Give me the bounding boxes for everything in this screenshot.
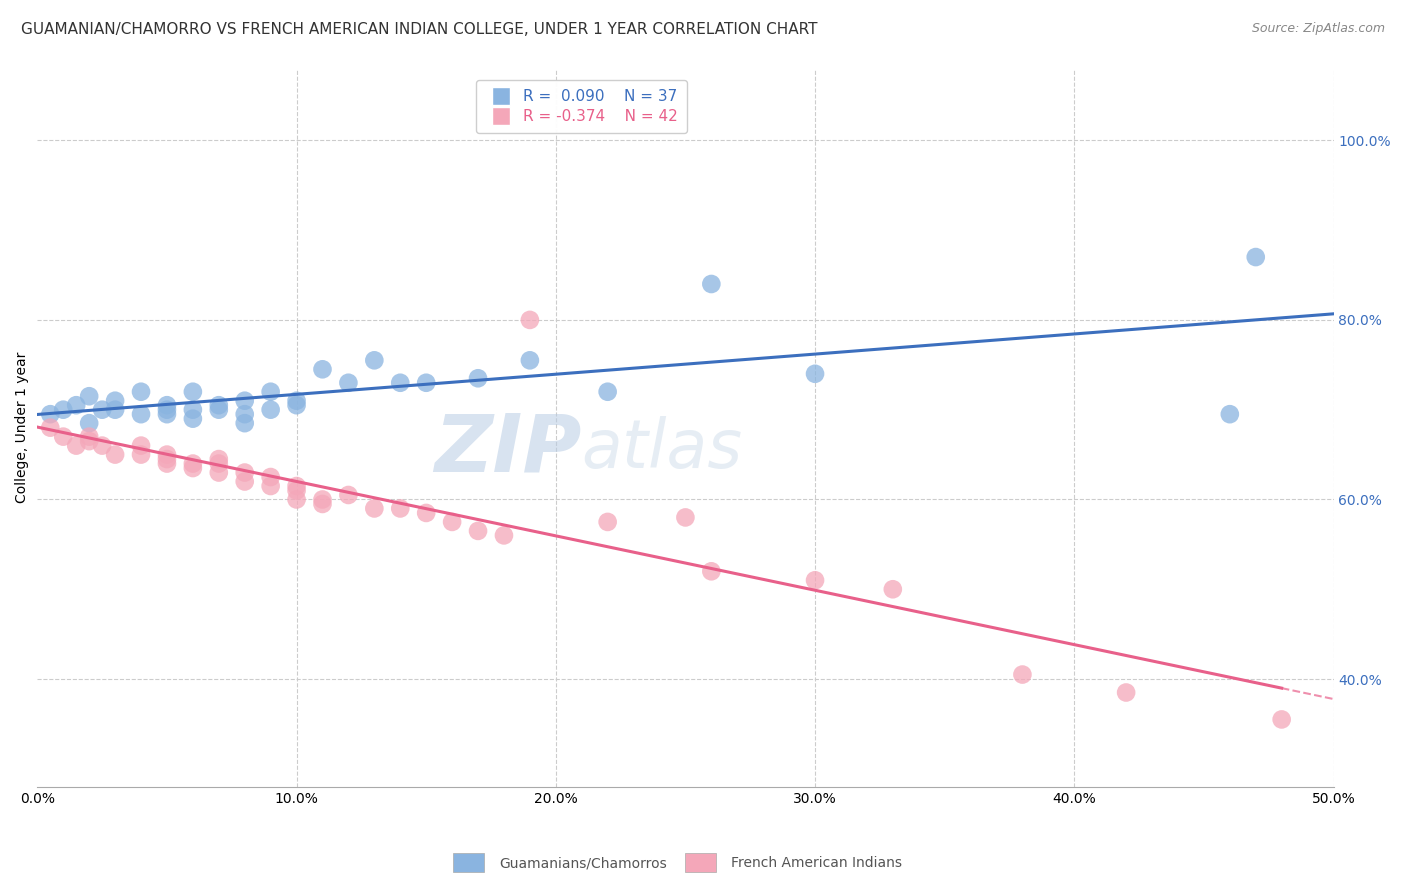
Point [596, 384, 619, 399]
Point [156, 407, 179, 421]
Point [673, 510, 696, 524]
Point [311, 497, 333, 511]
Text: Source: ZipAtlas.com: Source: ZipAtlas.com [1251, 22, 1385, 36]
Point [415, 376, 437, 390]
Point [156, 402, 179, 417]
Point [700, 564, 723, 578]
Point [52, 429, 75, 443]
Point [65, 439, 87, 453]
Point [156, 457, 179, 471]
Point [77, 434, 100, 449]
Point [233, 407, 256, 421]
Point [181, 402, 204, 417]
Point [285, 483, 308, 498]
Point [156, 448, 179, 462]
Point [181, 411, 204, 425]
Text: ZIP: ZIP [434, 410, 582, 488]
Point [311, 362, 333, 376]
Legend: R =  0.090    N = 37, R = -0.374    N = 42: R = 0.090 N = 37, R = -0.374 N = 42 [477, 79, 688, 134]
Point [441, 515, 464, 529]
Point [1244, 250, 1267, 264]
Point [1219, 407, 1241, 421]
Y-axis label: College, Under 1 year: College, Under 1 year [15, 352, 30, 503]
Point [1011, 667, 1033, 681]
Bar [453, 853, 484, 872]
Text: Guamanians/Chamorros: Guamanians/Chamorros [499, 856, 666, 871]
Point [285, 393, 308, 408]
Point [804, 574, 827, 588]
Point [129, 407, 152, 421]
Point [208, 452, 231, 467]
Point [259, 479, 281, 493]
Point [65, 398, 87, 412]
Point [233, 466, 256, 480]
Text: GUAMANIAN/CHAMORRO VS FRENCH AMERICAN INDIAN COLLEGE, UNDER 1 YEAR CORRELATION C: GUAMANIAN/CHAMORRO VS FRENCH AMERICAN IN… [21, 22, 818, 37]
Point [519, 313, 541, 327]
Point [415, 506, 437, 520]
Point [77, 389, 100, 403]
Text: French American Indians: French American Indians [731, 856, 903, 871]
Point [208, 466, 231, 480]
Point [285, 398, 308, 412]
Point [285, 479, 308, 493]
Point [233, 393, 256, 408]
Point [181, 384, 204, 399]
Point [259, 384, 281, 399]
Point [233, 475, 256, 489]
Point [1115, 685, 1137, 699]
Point [208, 402, 231, 417]
Point [596, 515, 619, 529]
Point [492, 528, 515, 542]
Point [519, 353, 541, 368]
Point [363, 353, 385, 368]
Point [208, 457, 231, 471]
Point [259, 402, 281, 417]
Point [129, 384, 152, 399]
Point [804, 367, 827, 381]
Point [311, 492, 333, 507]
Point [233, 416, 256, 430]
Point [208, 398, 231, 412]
Point [156, 398, 179, 412]
Point [181, 457, 204, 471]
Point [389, 376, 412, 390]
Point [389, 501, 412, 516]
Point [39, 420, 62, 434]
Point [882, 582, 904, 597]
Text: atlas: atlas [582, 417, 742, 483]
Point [700, 277, 723, 291]
Point [52, 402, 75, 417]
Point [156, 452, 179, 467]
Point [104, 402, 127, 417]
Point [39, 407, 62, 421]
Point [1271, 713, 1294, 727]
Point [104, 393, 127, 408]
Point [337, 376, 360, 390]
Point [91, 402, 114, 417]
Point [363, 501, 385, 516]
Point [129, 439, 152, 453]
Point [467, 371, 489, 385]
Point [467, 524, 489, 538]
Point [285, 492, 308, 507]
Point [337, 488, 360, 502]
Point [129, 448, 152, 462]
Point [104, 448, 127, 462]
Bar [685, 853, 716, 872]
Point [259, 470, 281, 484]
Point [77, 429, 100, 443]
Point [181, 461, 204, 475]
Point [77, 416, 100, 430]
Point [91, 439, 114, 453]
